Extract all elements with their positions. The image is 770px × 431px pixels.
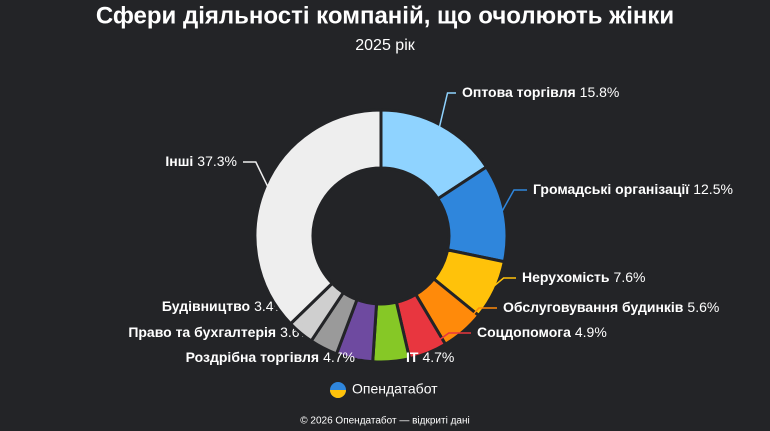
value-label: 4.7% <box>422 349 454 365</box>
leader-line <box>438 92 456 129</box>
leader-line <box>318 332 327 345</box>
data-label: Обслуговування будинків 5.6% <box>503 299 719 315</box>
category-label: Соцдопомога <box>477 324 571 340</box>
category-label: Громадські організації <box>533 181 690 197</box>
footer: © 2026 Опендатабот — відкриті дані <box>300 415 469 427</box>
data-label: Оптова торгівля 15.8% <box>462 84 619 100</box>
leader-line <box>243 161 270 189</box>
data-label: Громадські організації 12.5% <box>533 181 733 197</box>
category-label: Роздрібна торгівля <box>186 349 319 365</box>
data-label: Інші 37.3% <box>165 153 237 169</box>
category-label: IT <box>406 349 419 365</box>
data-label: Будівництво 3.4% <box>162 298 286 314</box>
data-label: Роздрібна торгівля 4.7% <box>186 349 355 365</box>
brand-logo <box>330 382 346 398</box>
leader-line <box>500 189 527 214</box>
leader-line <box>460 307 497 329</box>
value-label: 7.6% <box>614 269 646 285</box>
chart-subtitle: 2025 рік <box>355 37 415 54</box>
leader-line <box>426 332 471 350</box>
data-label: Право та бухгалтерія 3.6% <box>128 324 312 340</box>
value-label: 5.6% <box>687 299 719 315</box>
data-label: Нерухомість 7.6% <box>522 269 645 285</box>
brand-name: Опендатабот <box>352 381 438 397</box>
data-label: IT 4.7% <box>406 349 454 365</box>
value-label: 4.9% <box>575 324 607 340</box>
leader-line <box>354 354 361 359</box>
category-label: Нерухомість <box>522 269 610 285</box>
category-label: Право та бухгалтерія <box>128 324 276 340</box>
data-label: Соцдопомога 4.9% <box>477 324 607 340</box>
value-label: 12.5% <box>693 181 733 197</box>
category-label: Інші <box>165 153 193 169</box>
category-label: Будівництво <box>162 298 250 314</box>
category-label: Оптова торгівля <box>462 84 576 100</box>
leader-line <box>490 277 516 289</box>
donut-segment <box>253 108 383 326</box>
chart-title: Сфери діяльності компаній, що очолюють ж… <box>96 2 674 29</box>
value-label: 37.3% <box>197 153 237 169</box>
value-label: 15.8% <box>580 84 620 100</box>
category-label: Обслуговування будинків <box>503 299 684 315</box>
